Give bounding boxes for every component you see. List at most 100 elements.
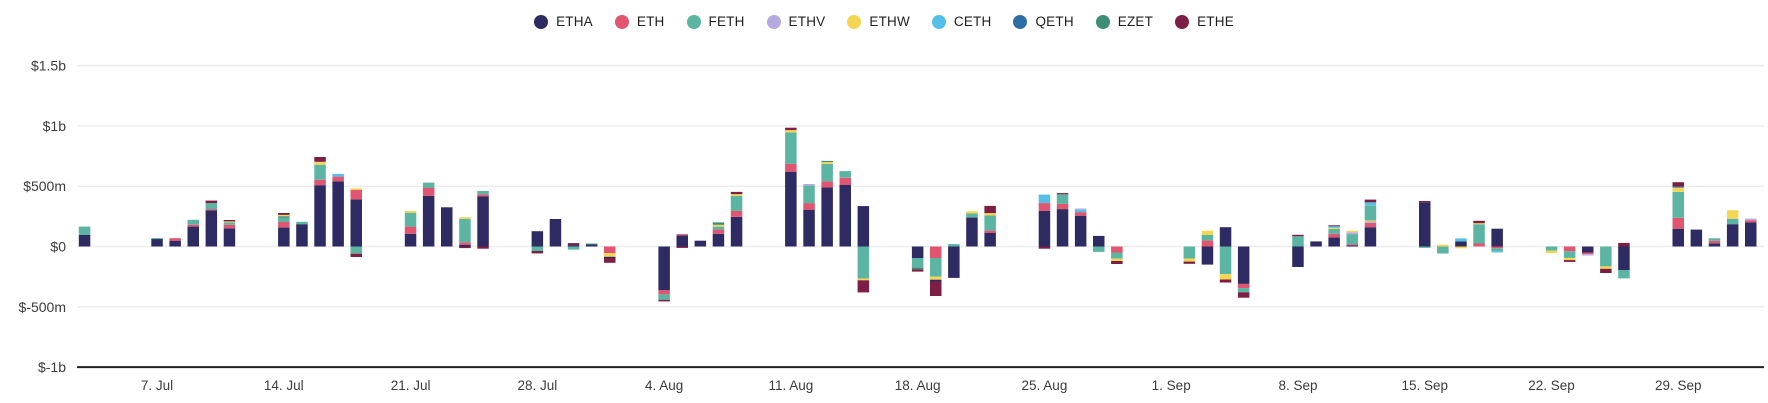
bar-segment-ETHA[interactable] [857, 206, 870, 247]
legend-item-ETH[interactable]: ETH [614, 14, 665, 29]
bar-segment-ETHA[interactable] [314, 185, 326, 247]
bar-segment-FETH[interactable] [1183, 246, 1196, 259]
bar-segment-ETHV[interactable] [1745, 218, 1757, 221]
bar-segment-ETHV[interactable] [1364, 221, 1377, 223]
bar-segment-ETHV[interactable] [803, 184, 815, 186]
bar-segment-ETHA[interactable] [350, 199, 363, 247]
bar-segment-ETH[interactable] [984, 230, 996, 233]
bar-segment-ETHW[interactable] [1545, 250, 1558, 254]
bar-segment-CETH[interactable] [1328, 226, 1340, 228]
bar-segment-ETHW[interactable] [604, 253, 616, 257]
bar-segment-ETHA[interactable] [531, 231, 544, 247]
bar-segment-QETH[interactable] [1672, 186, 1685, 188]
bar-segment-ETHW[interactable] [821, 162, 833, 164]
bar-segment-ETH[interactable] [205, 209, 218, 211]
bar-segment-FETH[interactable] [1111, 252, 1123, 259]
bar-segment-ETHE[interactable] [1473, 220, 1485, 224]
bar-segment-FETH[interactable] [1491, 248, 1503, 252]
bar-segment-ETHE[interactable] [930, 281, 942, 297]
bar-segment-ETHW[interactable] [1563, 258, 1576, 261]
bar-segment-ETH[interactable] [1491, 246, 1503, 249]
bar-segment-ETHE[interactable] [278, 213, 290, 215]
bar-segment-ETHE[interactable] [1038, 246, 1051, 249]
bar-segment-ETH[interactable] [1074, 212, 1087, 216]
bar-segment-ETHA[interactable] [948, 246, 960, 278]
bar-segment-ETHW[interactable] [1672, 187, 1685, 192]
bar-segment-ETHV[interactable] [1074, 208, 1087, 210]
bar-segment-ETHE[interactable] [1183, 261, 1196, 264]
bar-segment-ETHA[interactable] [169, 240, 181, 247]
bar-segment-ETHW[interactable] [1328, 227, 1340, 229]
bar-segment-ETH[interactable] [1672, 217, 1685, 229]
bar-segment-ETHA[interactable] [1690, 229, 1703, 247]
bar-segment-FETH[interactable] [712, 226, 725, 230]
bar-segment-CETH[interactable] [1364, 202, 1377, 206]
bar-segment-ETH[interactable] [350, 189, 363, 200]
bar-segment-ETH[interactable] [1473, 243, 1485, 247]
bar-segment-FETH[interactable] [984, 215, 996, 231]
bar-segment-ETHW[interactable] [459, 217, 471, 219]
bar-segment-ETHW[interactable] [1726, 210, 1739, 219]
bar-segment-ETHA[interactable] [1074, 215, 1087, 247]
legend-item-FETH[interactable]: FETH [686, 14, 745, 29]
bar-segment-ETHW[interactable] [1219, 274, 1232, 280]
bar-segment-ETHW[interactable] [1183, 258, 1196, 262]
bar-segment-ETHW[interactable] [730, 194, 743, 196]
bar-segment-ETHA[interactable] [694, 240, 707, 247]
bar-segment-ETHA[interactable] [1093, 235, 1105, 247]
bar-segment-ETH[interactable] [278, 222, 290, 228]
bar-segment-ETHA[interactable] [278, 227, 290, 247]
bar-segment-ETH[interactable] [422, 188, 435, 196]
bar-segment-ETHA[interactable] [658, 246, 670, 291]
bar-segment-ETHE[interactable] [1328, 225, 1340, 227]
bar-segment-ETHW[interactable] [1437, 244, 1449, 247]
bar-segment-ETHA[interactable] [151, 239, 163, 247]
bar-segment-ETHE[interactable] [1600, 268, 1612, 273]
bar-segment-FETH[interactable] [1708, 238, 1721, 241]
bar-segment-ETHA[interactable] [1618, 246, 1630, 271]
bar-segment-ETHA[interactable] [1056, 209, 1069, 247]
bar-segment-FETH[interactable] [1563, 251, 1576, 258]
bar-segment-ETH[interactable] [169, 238, 181, 241]
bar-segment-ETH[interactable] [821, 181, 833, 188]
bar-segment-ETHA[interactable] [1491, 228, 1503, 247]
bar-segment-FETH[interactable] [278, 217, 290, 222]
bar-segment-ETH[interactable] [404, 226, 417, 234]
bar-segment-FETH[interactable] [477, 191, 489, 195]
bar-segment-FETH[interactable] [296, 221, 308, 225]
bar-segment-ETHE[interactable] [1419, 201, 1431, 203]
bar-segment-ETHA[interactable] [730, 217, 743, 247]
bar-segment-ETHA[interactable] [1726, 224, 1739, 247]
bar-segment-ETHW[interactable] [1201, 230, 1214, 235]
bar-segment-ETHW[interactable] [223, 221, 236, 223]
bar-segment-FETH[interactable] [314, 164, 326, 180]
bar-segment-FETH[interactable] [1346, 234, 1359, 245]
bar-segment-FETH[interactable] [1419, 246, 1431, 248]
bar-segment-ETHA[interactable] [911, 246, 924, 259]
bar-segment-ETH[interactable] [1745, 220, 1757, 223]
bar-segment-ETHE[interactable] [1618, 242, 1630, 247]
bar-segment-ETHA[interactable] [1364, 227, 1377, 247]
bar-segment-FETH[interactable] [151, 238, 163, 240]
bar-segment-FETH[interactable] [567, 246, 580, 250]
bar-segment-FETH[interactable] [78, 226, 91, 235]
bar-segment-ETH[interactable] [1563, 246, 1576, 252]
bar-segment-ETHA[interactable] [1455, 241, 1467, 247]
legend-item-QETH[interactable]: QETH [1013, 14, 1074, 29]
bar-segment-ETHE[interactable] [1237, 292, 1250, 298]
bar-segment-ETHV[interactable] [1346, 232, 1359, 235]
bar-segment-ETHW[interactable] [966, 211, 978, 214]
bar-segment-ETH[interactable] [712, 229, 725, 234]
bar-segment-FETH[interactable] [839, 171, 852, 178]
bar-segment-FETH[interactable] [531, 246, 544, 252]
bar-segment-ETH[interactable] [1582, 252, 1594, 255]
bar-segment-ETHA[interactable] [567, 245, 580, 247]
bar-segment-EZET[interactable] [911, 267, 924, 270]
bar-segment-FETH[interactable] [1618, 270, 1630, 279]
bar-segment-ETHW[interactable] [712, 224, 725, 227]
bar-segment-ETHA[interactable] [1328, 237, 1340, 247]
bar-segment-FETH[interactable] [948, 244, 960, 247]
bar-segment-ETHE[interactable] [1672, 182, 1685, 187]
bar-segment-ETH[interactable] [459, 242, 471, 245]
bar-segment-ETHW[interactable] [857, 278, 870, 281]
